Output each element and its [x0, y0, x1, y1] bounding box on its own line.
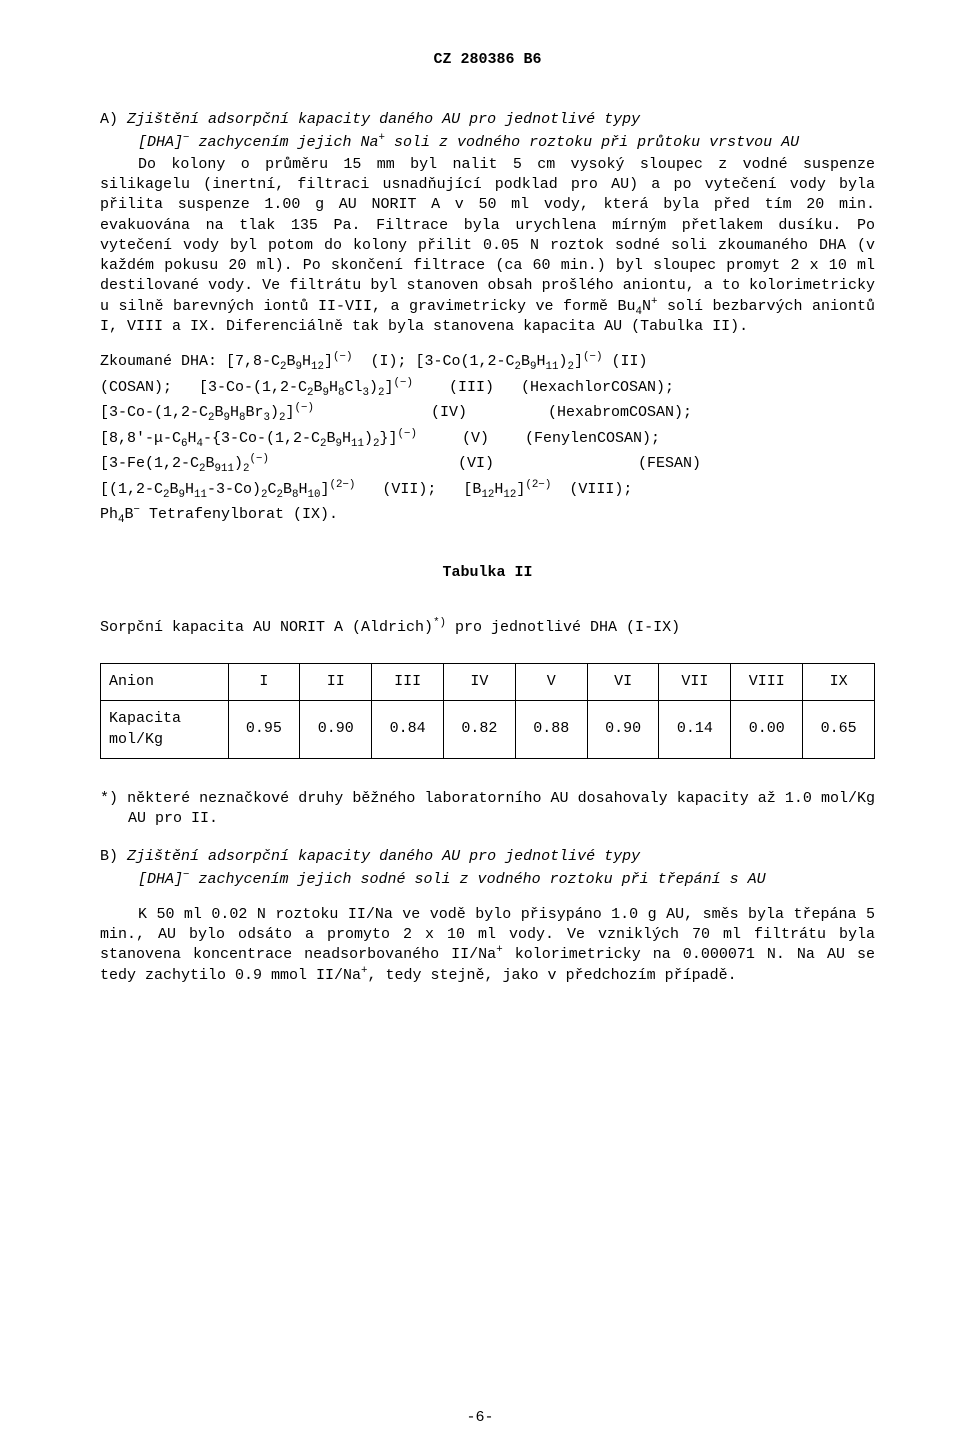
formula-line-4: [8,8'-μ-C6H4-{3-Co-(1,2-C2B9H11)2}](−) (… — [100, 426, 875, 452]
plus-sup: + — [379, 132, 385, 144]
section-a-title: Zjištění adsorpční kapacity daného AU pr… — [127, 111, 640, 128]
formula-line-1: Zkoumané DHA: [7,8-C2B9H12](−) (I); [3-C… — [100, 349, 875, 375]
val-VI: 0.90 — [587, 701, 659, 759]
col-IV: IV — [444, 664, 516, 701]
section-b-heading: B) Zjištění adsorpční kapacity daného AU… — [100, 847, 875, 867]
section-b-body: K 50 ml 0.02 N roztoku II/Na ve vodě byl… — [100, 905, 875, 986]
minus-sup: − — [183, 132, 189, 144]
section-a-heading: A) Zjištění adsorpční kapacity daného AU… — [100, 110, 875, 130]
col-III: III — [372, 664, 444, 701]
section-a-body: Do kolony o průměru 15 mm byl nalit 5 cm… — [100, 155, 875, 337]
table-row: Kapacitamol/Kg 0.95 0.90 0.84 0.82 0.88 … — [101, 701, 875, 759]
minus-sup-b: − — [183, 869, 189, 881]
formula-line-2: (COSAN); [3-Co-(1,2-C2B9H8Cl3)2](−) (III… — [100, 375, 875, 401]
val-VIII: 0.00 — [731, 701, 803, 759]
section-b-subheading: [DHA]− zachycením jejich sodné soli z vo… — [138, 870, 875, 890]
sub-text-a1: zachycením jejich Na — [199, 134, 379, 151]
col-II: II — [300, 664, 372, 701]
sub-text-a2: soli z vodného roztoku při průtoku vrstv… — [394, 134, 799, 151]
formula-block: Zkoumané DHA: [7,8-C2B9H12](−) (I); [3-C… — [100, 349, 875, 528]
col-IX: IX — [803, 664, 875, 701]
sub-text-b: zachycením jejich sodné soli z vodného r… — [199, 871, 766, 888]
row-label-kapacita: Kapacitamol/Kg — [101, 701, 229, 759]
col-VI: VI — [587, 664, 659, 701]
formula-intro: Zkoumané DHA: — [100, 353, 217, 370]
formula-line-7: Ph4B− Tetrafenylborat (IX). — [100, 502, 875, 528]
val-V: 0.88 — [515, 701, 587, 759]
table2-caption: Sorpční kapacita AU NORIT A (Aldrich)*) … — [100, 618, 875, 638]
dha-bracket-b: [DHA] — [138, 871, 183, 888]
dha-bracket: [DHA] — [138, 134, 183, 151]
val-III: 0.84 — [372, 701, 444, 759]
val-I: 0.95 — [228, 701, 300, 759]
table2-title: Tabulka II — [100, 563, 875, 583]
formula-line-6: [(1,2-C2B9H11-3-Co)2C2B8H10](2−) (VII); … — [100, 477, 875, 503]
section-label-a: A) — [100, 111, 118, 128]
val-II: 0.90 — [300, 701, 372, 759]
val-IX: 0.65 — [803, 701, 875, 759]
col-I: I — [228, 664, 300, 701]
formula-line-5: [3-Fe(1,2-C2B911)2(−) (VI) (FESAN) — [100, 451, 875, 477]
section-a-subheading: [DHA]− zachycením jejich Na+ soli z vodn… — [138, 133, 875, 153]
col-VIII: VIII — [731, 664, 803, 701]
val-VII: 0.14 — [659, 701, 731, 759]
formula-line-3: [3-Co-(1,2-C2B9H8Br3)2](−) (IV) (Hexabro… — [100, 400, 875, 426]
section-label-b: B) — [100, 848, 118, 865]
col-V: V — [515, 664, 587, 701]
section-b-title: Zjištění adsorpční kapacity daného AU pr… — [127, 848, 640, 865]
table2: Anion I II III IV V VI VII VIII IX Kapac… — [100, 663, 875, 759]
table-row: Anion I II III IV V VI VII VIII IX — [101, 664, 875, 701]
col-VII: VII — [659, 664, 731, 701]
val-IV: 0.82 — [444, 701, 516, 759]
page-number: -6- — [0, 1408, 960, 1428]
document-id: CZ 280386 B6 — [100, 50, 875, 70]
row-label-anion: Anion — [101, 664, 229, 701]
table2-footnote: *) některé neznačkové druhy běžného labo… — [100, 789, 875, 830]
